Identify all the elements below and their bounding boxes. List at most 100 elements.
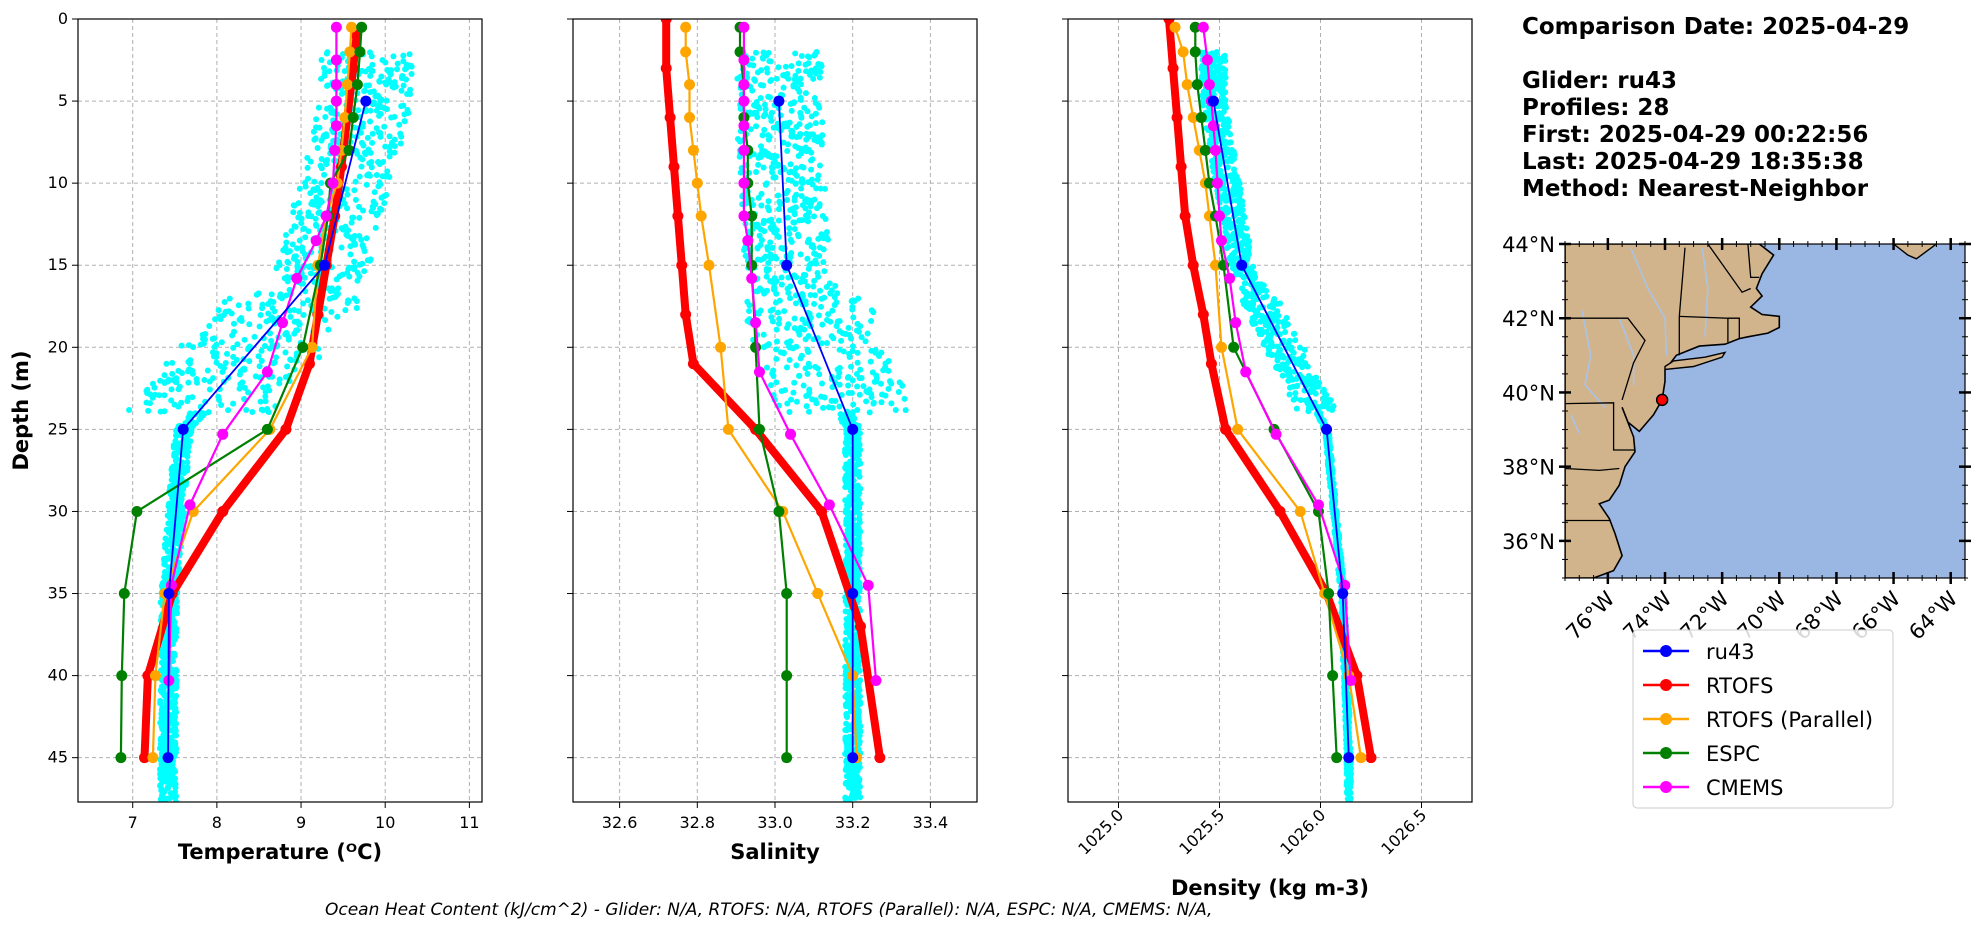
glider-raw-point <box>816 244 823 251</box>
glider-raw-point <box>376 78 383 85</box>
glider-raw-point <box>784 147 791 154</box>
series-point <box>306 341 318 353</box>
lon-label: 76°W <box>1561 586 1619 644</box>
glider-raw-point <box>318 156 325 163</box>
glider-raw-point <box>762 106 769 113</box>
glider-raw-point <box>795 67 802 74</box>
glider-raw-point <box>802 298 809 305</box>
glider-raw-point <box>157 771 164 778</box>
glider-raw-point <box>213 354 220 361</box>
glider-raw-point <box>1329 406 1336 413</box>
glider-raw-point <box>161 776 168 783</box>
glider-raw-point <box>791 76 798 83</box>
glider-raw-point <box>866 409 873 416</box>
series-point <box>1191 79 1203 91</box>
glider-raw-point <box>821 294 828 301</box>
glider-raw-point <box>768 117 775 124</box>
glider-raw-point <box>785 289 792 296</box>
glider-raw-point <box>249 408 256 415</box>
glider-raw-point <box>813 400 820 407</box>
map-panel: 36°N38°N40°N42°N44°N76°W 74°W 72°W 70°W 68°W… <box>1502 233 1971 645</box>
glider-raw-point <box>830 335 837 342</box>
glider-raw-point <box>161 718 168 725</box>
series-point <box>746 272 758 284</box>
glider-raw-point <box>753 109 760 116</box>
glider-raw-point <box>234 341 241 348</box>
glider-raw-point <box>770 286 777 293</box>
glider-raw-point <box>834 366 841 373</box>
glider-raw-point <box>1228 260 1235 267</box>
glider-raw-point <box>386 153 393 160</box>
glider-raw-point <box>366 257 373 264</box>
x-tick-label: 1025.5 <box>1175 805 1228 858</box>
glider-raw-point <box>1230 242 1237 249</box>
glider-raw-point <box>358 163 365 170</box>
glider-raw-point <box>808 176 815 183</box>
glider-raw-point <box>804 370 811 377</box>
glider-raw-point <box>804 123 811 130</box>
glider-raw-point <box>394 60 401 67</box>
glider-raw-point <box>235 302 242 309</box>
glider-raw-point <box>855 736 862 743</box>
glider-raw-point <box>868 347 875 354</box>
series-point <box>347 111 359 123</box>
glider-raw-point <box>823 340 830 347</box>
glider-raw-point <box>1345 797 1352 802</box>
glider-raw-point <box>856 511 863 518</box>
series-point <box>1214 210 1225 222</box>
glider-raw-point <box>836 381 843 388</box>
glider-raw-point <box>1222 66 1229 73</box>
glider-raw-point <box>283 266 290 273</box>
series-point <box>684 111 696 123</box>
glider-raw-point <box>317 200 324 207</box>
lat-label: 44°N <box>1502 233 1555 257</box>
glider-raw-point <box>356 173 363 180</box>
glider-raw-point <box>367 72 374 79</box>
glider-raw-point <box>848 620 855 627</box>
glider-raw-point <box>199 411 206 418</box>
glider-raw-point <box>1313 374 1320 381</box>
glider-raw-point <box>265 409 272 416</box>
glider-raw-point <box>761 126 768 133</box>
series-point <box>676 259 688 271</box>
glider-raw-point <box>401 118 408 125</box>
glider-raw-point <box>885 385 892 392</box>
glider-raw-point <box>790 389 797 396</box>
glider-raw-point <box>791 80 798 87</box>
series-point <box>217 505 229 517</box>
glider-raw-point <box>763 265 770 272</box>
series-point <box>1209 259 1221 271</box>
glider-raw-point <box>848 298 855 305</box>
glider-raw-point <box>380 159 387 166</box>
glider-raw-point <box>795 233 802 240</box>
series-point <box>1171 111 1183 123</box>
glider-raw-point <box>197 341 204 348</box>
legend-item: RTOFS <box>1643 674 1773 698</box>
glider-raw-point <box>301 225 308 232</box>
glider-raw-point <box>746 307 753 314</box>
glider-raw-point <box>356 232 363 239</box>
series-point <box>1224 272 1236 284</box>
glider-raw-point <box>856 579 863 586</box>
y-tick-label: 10 <box>48 173 68 192</box>
glider-raw-point <box>321 65 328 72</box>
glider-raw-point <box>781 308 788 315</box>
glider-raw-point <box>758 190 765 197</box>
glider-raw-point <box>839 330 846 337</box>
glider-raw-point <box>1270 304 1277 311</box>
y-tick-label: 35 <box>48 584 68 603</box>
glider-raw-point <box>268 291 275 298</box>
glider-raw-point <box>375 159 382 166</box>
glider-raw-point <box>338 225 345 232</box>
glider-raw-point <box>773 379 780 386</box>
glider-raw-point <box>824 236 831 243</box>
glider-raw-point <box>1263 293 1270 300</box>
glider-raw-point <box>357 129 364 136</box>
glider-raw-point <box>157 697 164 704</box>
glider-raw-point <box>844 532 851 539</box>
glider-raw-point <box>843 435 850 442</box>
glider-raw-point <box>827 289 834 296</box>
glider-raw-point <box>793 398 800 405</box>
series-point <box>1323 588 1335 600</box>
glider-raw-point <box>161 392 168 399</box>
